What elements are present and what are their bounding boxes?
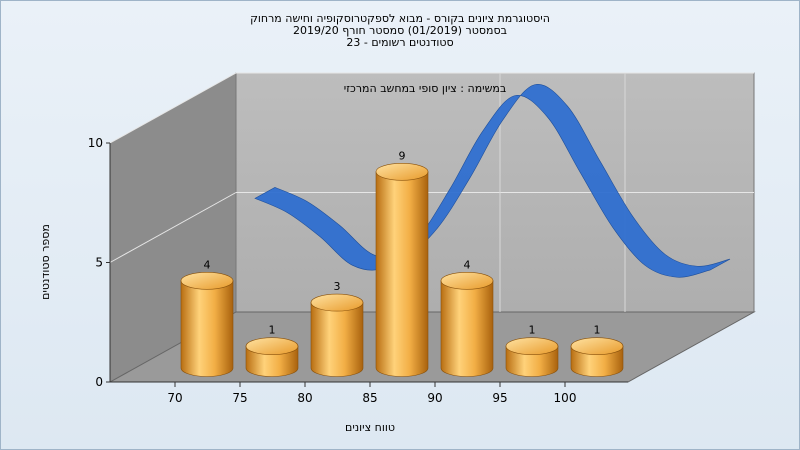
bar-value-label: 4 [464, 258, 471, 271]
x-tick-label: 75 [232, 391, 247, 405]
x-tick-label: 100 [554, 391, 577, 405]
bar-top [245, 337, 299, 356]
bar-90: 4 [440, 258, 494, 377]
bar-body [310, 302, 364, 377]
y-axis-label: מספר סטודנטים [39, 224, 52, 300]
chart-subtitle: במשימה : ציון סופי במחשב המרכזי [344, 82, 507, 95]
y-tick-label: 10 [88, 136, 103, 150]
x-tick-label: 85 [362, 391, 377, 405]
bar-85: 9 [375, 149, 429, 377]
chart-title-line-1: היסטוגרמת ציונים בקורס - מבוא לספקטרוסקו… [250, 12, 550, 25]
bar-70: 4 [180, 258, 234, 377]
x-tick-label: 80 [297, 391, 312, 405]
gridline-left [109, 72, 237, 144]
bar-top [440, 271, 494, 290]
bar-top [570, 337, 624, 356]
bar-95: 1 [505, 324, 559, 377]
bar-body [440, 280, 494, 377]
bar-top [505, 337, 559, 356]
x-tick-label: 70 [167, 391, 182, 405]
y-tick-label: 0 [95, 375, 103, 389]
x-tick-label: 90 [427, 391, 442, 405]
bar-80: 3 [310, 280, 364, 377]
bar-75: 1 [245, 324, 299, 377]
bar-value-label: 4 [204, 258, 211, 271]
y-tick-label: 5 [95, 256, 103, 270]
bar-top [375, 163, 429, 181]
bar-body [375, 171, 429, 377]
bar-value-label: 3 [334, 280, 341, 293]
bar-value-label: 1 [269, 324, 276, 337]
x-tick-label: 95 [492, 391, 507, 405]
x-axis-label: טווח ציונים [345, 421, 395, 434]
chart-title-line-3: סטודנטים רשומים - 23 [346, 36, 454, 49]
bar-value-label: 1 [594, 324, 601, 337]
gridline-left [109, 192, 237, 263]
bar-top [310, 293, 364, 312]
chart-title-line-2: בסמסטר (01/2019) סמסטר חורף 2019/20 [293, 24, 507, 37]
bar-top [180, 271, 234, 290]
bar-value-label: 9 [399, 149, 406, 162]
bar-100: 1 [570, 324, 624, 377]
bar-body [180, 280, 234, 377]
bar-value-label: 1 [529, 324, 536, 337]
